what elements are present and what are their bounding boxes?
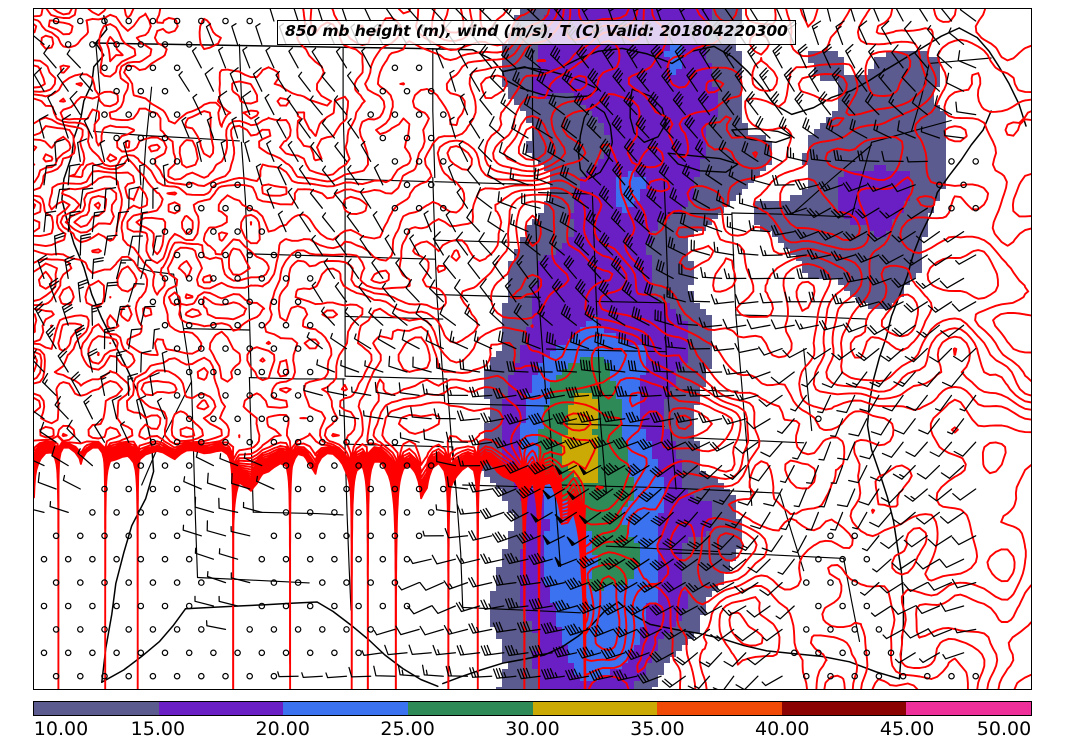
colorbar-band-15-20	[158, 702, 284, 715]
colorbar-tick-30: 30.00	[505, 718, 560, 740]
plot-title: 850 mb height (m), wind (m/s), T (C) Val…	[277, 20, 796, 45]
geography-layer	[61, 15, 1027, 688]
colorbar-band-35-40	[657, 702, 782, 715]
colorbar-tick-labels: 10.00 15.00 20.00 25.00 30.00 35.00 40.00 45.00…	[0, 718, 1065, 744]
colorbar-band-40-45	[781, 702, 907, 715]
colorbar-tick-45: 45.00	[879, 718, 935, 740]
wind-barb-layer	[34, 9, 980, 689]
colorbar-tick-10: 10.00	[33, 718, 89, 740]
colorbar	[33, 701, 1032, 716]
colorbar-tick-25: 25.00	[380, 718, 435, 740]
colorbar-band-25-30	[407, 702, 533, 715]
colorbar-band-20-25	[283, 702, 408, 715]
colorbar-tick-40: 40.00	[755, 718, 810, 740]
colorbar-band-10-15	[34, 702, 159, 715]
colorbar-tick-50: 50.00	[976, 718, 1032, 740]
colorbar-tick-20: 20.00	[255, 718, 310, 740]
colorbar-band-30-35	[532, 702, 658, 715]
colorbar-tick-35: 35.00	[630, 718, 685, 740]
colorbar-tick-15: 15.00	[130, 718, 186, 740]
temperature-contour-layer	[34, 9, 1031, 689]
colorbar-band-45-50	[906, 702, 1031, 715]
map-plot-area	[33, 8, 1032, 690]
